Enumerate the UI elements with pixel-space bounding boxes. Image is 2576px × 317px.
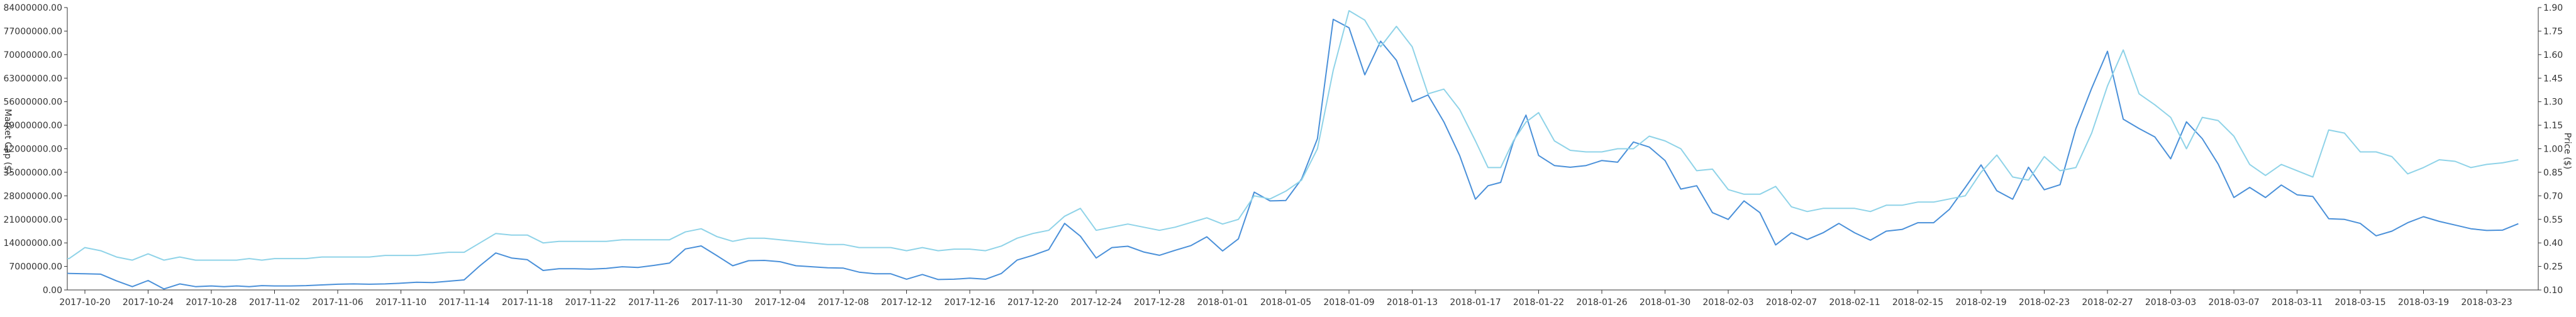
x-tick-label: 2017-12-12 bbox=[881, 298, 932, 308]
price-series-line bbox=[67, 10, 2519, 261]
x-tick-label: 2017-10-28 bbox=[186, 298, 236, 308]
y2-tick-label: 0.85 bbox=[2543, 168, 2563, 178]
y-tick-label: 84000000.00 bbox=[3, 3, 62, 13]
x-tick-label: 2017-12-20 bbox=[1008, 298, 1058, 308]
x-tick-label: 2017-11-10 bbox=[375, 298, 426, 308]
x-tick-label: 2018-02-27 bbox=[2082, 298, 2133, 308]
x-tick-label: 2018-02-19 bbox=[1955, 298, 2006, 308]
x-tick-label: 2018-03-11 bbox=[2272, 298, 2323, 308]
x-tick-label: 2017-11-06 bbox=[312, 298, 363, 308]
y-tick-label: 42000000.00 bbox=[3, 145, 62, 155]
y-axis-title: Market Cap ($) bbox=[3, 109, 13, 174]
x-tick-label: 2017-12-08 bbox=[818, 298, 869, 308]
y2-tick-label: 0.25 bbox=[2543, 262, 2563, 272]
y2-tick-label: 0.55 bbox=[2543, 215, 2563, 225]
y-tick-label: 28000000.00 bbox=[3, 191, 62, 201]
x-tick-label: 2018-01-17 bbox=[1450, 298, 1501, 308]
y2-tick-label: 0.70 bbox=[2543, 191, 2563, 201]
series-layer bbox=[67, 10, 2519, 290]
x-tick-label: 2017-10-24 bbox=[123, 298, 174, 308]
y-tick-label: 7000000.00 bbox=[9, 262, 62, 272]
x-tick-label: 2017-11-18 bbox=[502, 298, 553, 308]
x-tick-label: 2018-01-09 bbox=[1323, 298, 1374, 308]
x-tick-label: 2018-02-11 bbox=[1829, 298, 1880, 308]
y-tick-label: 49000000.00 bbox=[3, 121, 62, 131]
y-tick-label: 70000000.00 bbox=[3, 50, 62, 60]
x-tick-label: 2017-11-30 bbox=[691, 298, 742, 308]
x-tick-label: 2018-03-07 bbox=[2208, 298, 2259, 308]
x-tick-label: 2017-11-14 bbox=[438, 298, 489, 308]
x-tick-label: 2018-01-01 bbox=[1197, 298, 1248, 308]
x-tick-label: 2018-01-22 bbox=[1513, 298, 1564, 308]
x-tick-label: 2017-11-26 bbox=[628, 298, 679, 308]
y-tick-label: 77000000.00 bbox=[3, 26, 62, 36]
x-tick-label: 2018-01-05 bbox=[1260, 298, 1311, 308]
x-tick-label: 2018-01-30 bbox=[1640, 298, 1690, 308]
x-tick-label: 2018-01-26 bbox=[1576, 298, 1627, 308]
x-tick-label: 2017-12-28 bbox=[1134, 298, 1185, 308]
y2-tick-label: 1.45 bbox=[2543, 74, 2563, 84]
y2-tick-label: 1.60 bbox=[2543, 50, 2563, 60]
x-tick-label: 2018-03-03 bbox=[2145, 298, 2196, 308]
x-tick-label: 2017-11-22 bbox=[565, 298, 616, 308]
y2-tick-label: 1.90 bbox=[2543, 3, 2563, 13]
axes-layer: 0.00 7000000.00 14000000.00 21000000.00 2800… bbox=[3, 3, 2563, 308]
x-tick-label: 2017-11-02 bbox=[249, 298, 300, 308]
y-tick-label: 35000000.00 bbox=[3, 168, 62, 178]
x-tick-label: 2018-03-23 bbox=[2461, 298, 2512, 308]
x-tick-label: 2018-02-15 bbox=[1892, 298, 1943, 308]
x-tick-label: 2018-03-15 bbox=[2334, 298, 2385, 308]
y-tick-label: 0.00 bbox=[43, 286, 62, 296]
x-tick-label: 2017-12-16 bbox=[944, 298, 995, 308]
x-tick-label: 2017-12-24 bbox=[1070, 298, 1121, 308]
y-tick-label: 14000000.00 bbox=[3, 238, 62, 248]
x-tick-label: 2017-10-20 bbox=[59, 298, 110, 308]
y2-axis-title: Price ($) bbox=[2562, 133, 2572, 169]
x-tick-label: 2018-02-07 bbox=[1766, 298, 1817, 308]
y2-tick-label: 1.15 bbox=[2543, 121, 2563, 131]
y2-tick-label: 1.75 bbox=[2543, 26, 2563, 36]
y2-tick-label: 1.00 bbox=[2543, 145, 2563, 155]
y2-tick-label: 0.40 bbox=[2543, 238, 2563, 248]
market-cap-series-line bbox=[67, 18, 2519, 290]
y-tick-label: 21000000.00 bbox=[3, 215, 62, 225]
y-tick-label: 56000000.00 bbox=[3, 97, 62, 108]
y2-tick-label: 1.30 bbox=[2543, 97, 2563, 108]
x-tick-label: 2018-02-23 bbox=[2019, 298, 2070, 308]
y2-tick-label: 0.10 bbox=[2543, 286, 2563, 296]
x-tick-label: 2017-12-04 bbox=[755, 298, 806, 308]
x-tick-label: 2018-02-03 bbox=[1702, 298, 1753, 308]
y-tick-label: 63000000.00 bbox=[3, 74, 62, 84]
x-tick-label: 2018-01-13 bbox=[1387, 298, 1438, 308]
x-tick-label: 2018-03-19 bbox=[2398, 298, 2449, 308]
